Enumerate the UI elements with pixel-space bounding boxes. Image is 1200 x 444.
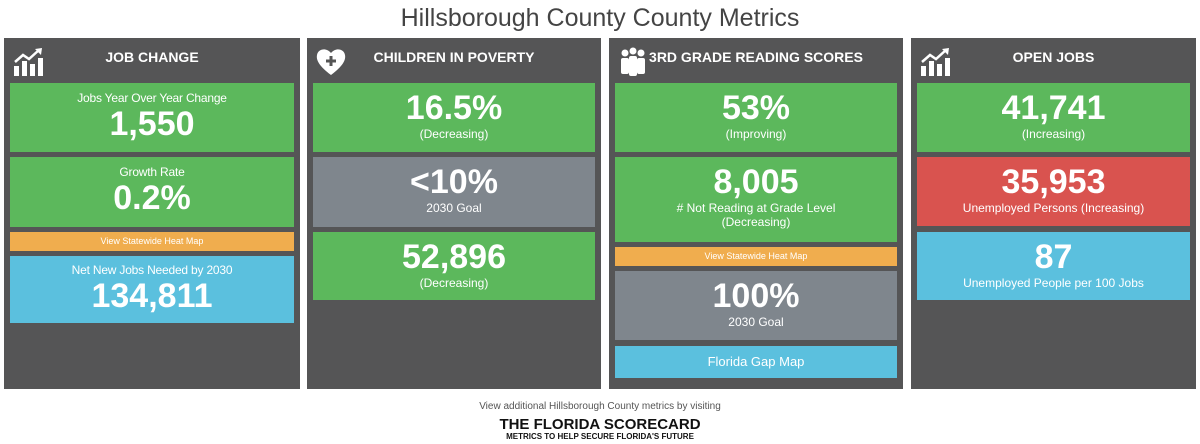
jobs-needed-value: 134,811 — [91, 277, 213, 315]
poverty-rate-status: (Decreasing) — [419, 127, 489, 141]
logo-line1: THE FLORIDA SCORECARD — [499, 416, 701, 433]
unemployed-label: Unemployed Persons (Increasing) — [962, 201, 1145, 215]
poverty-goal-label: 2030 Goal — [426, 201, 482, 215]
heat-map-button[interactable]: View Statewide Heat Map — [10, 232, 294, 251]
poverty-rate-value: 16.5% — [405, 89, 503, 127]
jobs-change-box: Jobs Year Over Year Change 1,550 — [10, 83, 294, 152]
jobs-needed-box: Net New Jobs Needed by 2030 134,811 — [10, 256, 294, 323]
people-icon — [621, 47, 645, 76]
reading-score-status: (Improving) — [725, 127, 787, 141]
not-reading-box: 8,005 # Not Reading at Grade Level (Decr… — [615, 157, 897, 242]
children-poverty-panel: CHILDREN IN POVERTY 16.5% (Decreasing) <… — [307, 38, 601, 389]
heart-plus-icon — [316, 49, 346, 75]
not-reading-value: 8,005 — [713, 163, 799, 201]
not-reading-label: # Not Reading at Grade Level — [676, 201, 836, 215]
open-jobs-value: 41,741 — [1001, 89, 1106, 127]
chart-growth-icon — [919, 46, 951, 78]
chart-growth-icon — [12, 46, 44, 78]
gap-map-button[interactable]: Florida Gap Map — [615, 346, 897, 378]
poverty-goal-value: <10% — [410, 163, 498, 201]
unemployed-value: 35,953 — [1001, 163, 1106, 201]
poverty-count-box: 52,896 (Decreasing) — [313, 232, 595, 300]
panel-title: JOB CHANGE — [105, 49, 199, 65]
page-title: Hillsborough County County Metrics — [400, 4, 800, 32]
unemployed-ratio-label: Unemployed People per 100 Jobs — [963, 276, 1144, 290]
reading-score-value: 53% — [721, 89, 791, 127]
poverty-goal-box: <10% 2030 Goal — [313, 157, 595, 227]
logo-line2: METRICS TO HELP SECURE FLORIDA'S FUTURE — [506, 432, 694, 441]
jobs-change-value: 1,550 — [109, 105, 195, 143]
florida-scorecard-logo[interactable]: THE FLORIDA SCORECARD METRICS TO HELP SE… — [0, 417, 1200, 441]
footer-text: View additional Hillsborough County metr… — [479, 401, 721, 412]
poverty-count-status: (Decreasing) — [419, 276, 489, 290]
reading-goal-label: 2030 Goal — [728, 315, 784, 329]
panel-title: 3RD GRADE READING SCORES — [649, 49, 863, 65]
growth-rate-box: Growth Rate 0.2% — [10, 157, 294, 227]
poverty-rate-box: 16.5% (Decreasing) — [313, 83, 595, 152]
job-change-panel: JOB CHANGE Jobs Year Over Year Change 1,… — [4, 38, 300, 389]
unemployed-ratio-value: 87 — [1034, 238, 1073, 276]
open-jobs-status: (Increasing) — [1021, 127, 1086, 141]
open-jobs-panel: OPEN JOBS 41,741 (Increasing) 35,953 Une… — [911, 38, 1196, 389]
unemployed-box: 35,953 Unemployed Persons (Increasing) — [917, 157, 1190, 226]
unemployed-ratio-box: 87 Unemployed People per 100 Jobs — [917, 232, 1190, 300]
reading-goal-box: 100% 2030 Goal — [615, 271, 897, 340]
reading-scores-panel: 3RD GRADE READING SCORES 53% (Improving)… — [609, 38, 903, 389]
jobs-change-label: Jobs Year Over Year Change — [77, 91, 227, 105]
growth-rate-label: Growth Rate — [119, 165, 185, 179]
heat-map-button[interactable]: View Statewide Heat Map — [615, 247, 897, 266]
not-reading-status: (Decreasing) — [721, 215, 791, 229]
growth-rate-value: 0.2% — [113, 179, 191, 217]
panel-title: OPEN JOBS — [1012, 49, 1095, 65]
jobs-needed-label: Net New Jobs Needed by 2030 — [71, 263, 233, 277]
reading-goal-value: 100% — [712, 277, 800, 315]
panel-title: CHILDREN IN POVERTY — [373, 49, 535, 65]
poverty-count-value: 52,896 — [402, 238, 506, 276]
open-jobs-box: 41,741 (Increasing) — [917, 83, 1190, 152]
reading-score-box: 53% (Improving) — [615, 83, 897, 152]
